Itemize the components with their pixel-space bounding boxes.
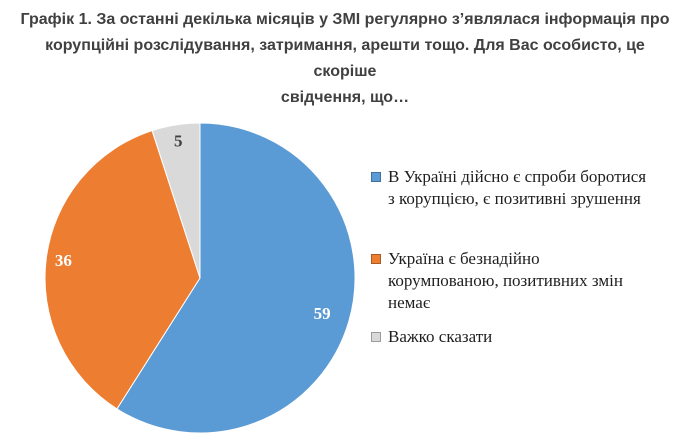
chart-legend: В Україні дійсно є спроби боротися з кору…	[371, 166, 661, 348]
legend-label-line: В Україні дійсно є спроби боротися	[388, 167, 647, 186]
pie-value-label: 59	[314, 304, 331, 323]
legend-label-line: Важко сказати	[388, 327, 493, 346]
chart-title-line: Графік 1. За останні декілька місяців у …	[20, 11, 670, 28]
legend-marker-icon	[371, 254, 381, 264]
legend-label: В Україні дійсно є спроби боротися з кору…	[388, 166, 661, 210]
legend-label-line: з корупцією, є позитивні зрушення	[388, 189, 641, 208]
pie-chart: 59 36 5	[44, 122, 356, 434]
chart-title-line: корупційні розслідування, затримання, ар…	[45, 37, 645, 80]
legend-marker-icon	[371, 332, 381, 342]
chart-title-line: свідчення, що…	[280, 89, 410, 106]
pie-slice	[151, 122, 201, 279]
legend-marker-icon	[371, 172, 381, 182]
pie-slice	[44, 130, 201, 410]
legend-label-line: немає	[388, 293, 431, 312]
legend-label: Україна є безнадійно корумпованою, позити…	[388, 248, 661, 314]
legend-label-line: Україна є безнадійно	[388, 249, 540, 268]
legend-label: Важко сказати	[388, 326, 661, 348]
chart-title: Графік 1. За останні декілька місяців у …	[14, 7, 676, 111]
legend-item: Важко сказати	[371, 326, 661, 348]
legend-label-line: корумпованою, позитивних змін	[388, 271, 623, 290]
pie-slice	[116, 122, 356, 434]
pie-value-label: 36	[55, 251, 72, 270]
legend-item: Україна є безнадійно корумпованою, позити…	[371, 248, 661, 314]
legend-item: В Україні дійсно є спроби боротися з кору…	[371, 166, 661, 210]
pie-value-label: 5	[174, 131, 183, 150]
